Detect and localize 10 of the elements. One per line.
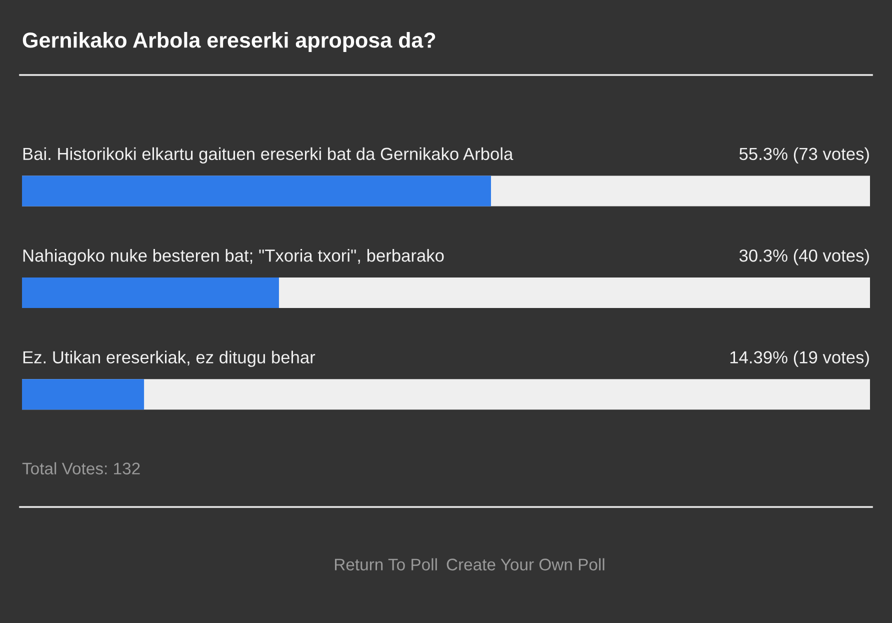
text: Total Votes: 132	[22, 462, 140, 474]
chart-title: Gernikako Arbola ereserki aproposa da?	[22, 32, 436, 52]
text: Return To Poll	[334, 558, 437, 570]
data-label: 55.3% (73 votes)	[739, 147, 869, 164]
text: Create Your Own Poll	[446, 558, 604, 570]
data-label: 30.3% (40 votes)	[739, 249, 869, 266]
y-tick-label: Nahiagoko nuke besteren bat; "Txoria txori", berbarako	[23, 249, 444, 266]
y-tick-label: Ez. Utikan ereserkiak, ez ditugu behar	[23, 350, 316, 367]
data-label: 14.39% (19 votes)	[730, 350, 869, 367]
y-tick-label: Bai. Historikoki elkartu gaituen ereserki bat da Gernikako Arbola	[23, 147, 514, 164]
